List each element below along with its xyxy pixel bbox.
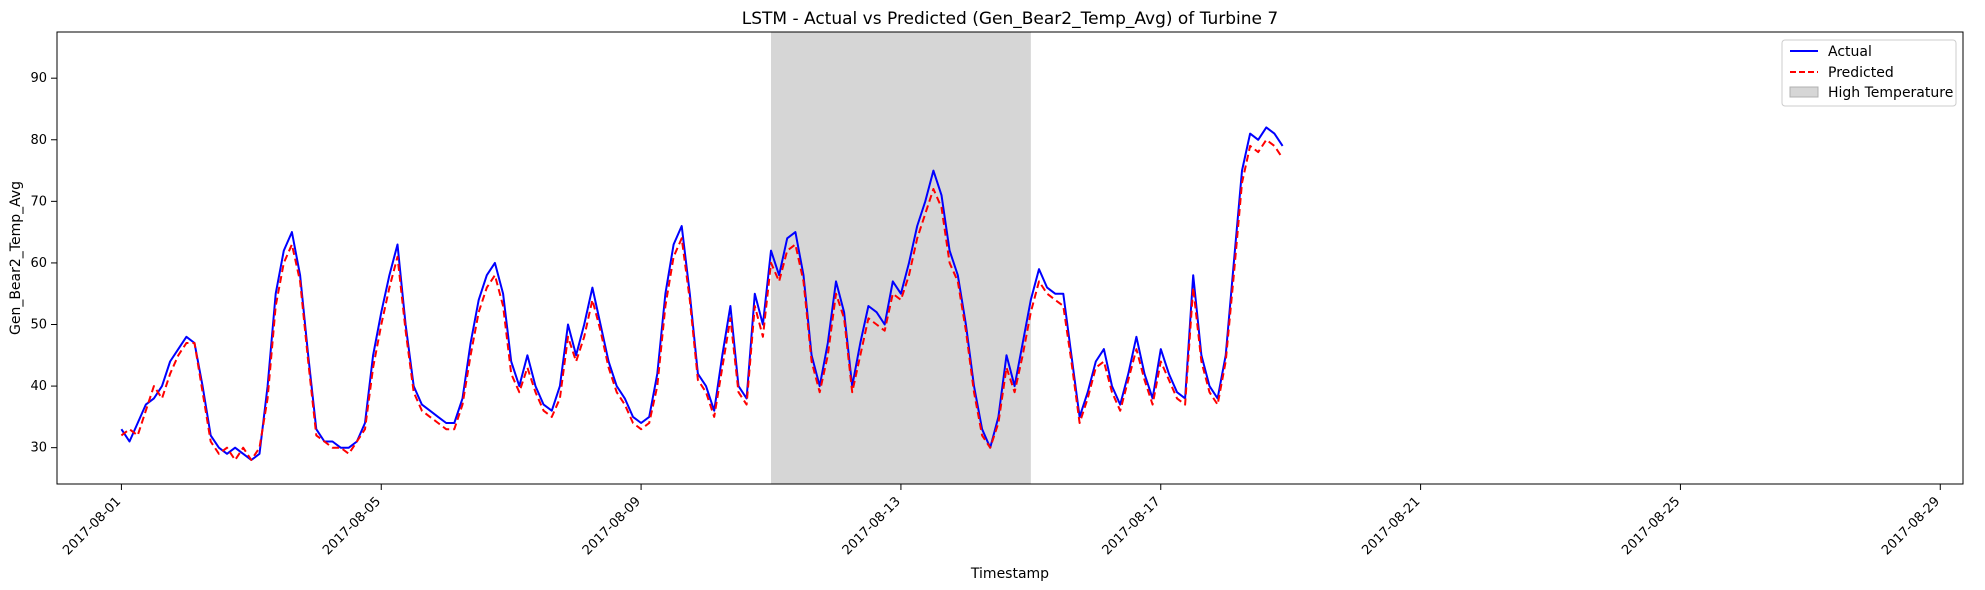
legend-swatch-band xyxy=(1789,86,1819,98)
chart-title: LSTM - Actual vs Predicted (Gen_Bear2_Te… xyxy=(742,9,1278,29)
y-tick-label: 70 xyxy=(30,194,47,209)
y-tick-label: 50 xyxy=(30,318,47,333)
x-tick-label: 2017-08-13 xyxy=(840,494,904,558)
x-tick-label: 2017-08-01 xyxy=(60,494,124,558)
y-axis-title: Gen_Bear2_Temp_Avg xyxy=(8,181,24,335)
legend-frame xyxy=(1781,39,1957,107)
x-tick-label: 2017-08-21 xyxy=(1359,494,1423,558)
legend-label-predicted: Predicted xyxy=(1828,65,1894,81)
y-tick-label: 40 xyxy=(30,379,47,394)
legend-label-actual: Actual xyxy=(1828,44,1872,60)
x-tick-label: 2017-08-29 xyxy=(1879,494,1943,558)
x-axis: 2017-08-01 2017-08-05 2017-08-09 2017-08-13… xyxy=(60,484,1943,558)
series-layer xyxy=(120,126,1284,461)
x-tick-label: 2017-08-05 xyxy=(320,494,384,558)
y-axis: 30 40 50 60 70 80 90 xyxy=(30,71,57,456)
x-tick-label: 2017-08-09 xyxy=(580,494,644,558)
plot-frame xyxy=(56,31,1964,485)
y-tick-label: 80 xyxy=(30,133,47,148)
series-line-actual xyxy=(120,126,1284,461)
y-tick-label: 60 xyxy=(30,256,47,271)
legend: Actual Predicted High Temperature xyxy=(1781,39,1957,107)
series-line-predicted xyxy=(120,138,1284,461)
plot-area xyxy=(56,31,1964,485)
y-tick-label: 30 xyxy=(30,441,47,456)
x-tick-label: 2017-08-17 xyxy=(1100,494,1164,558)
x-tick-label: 2017-08-25 xyxy=(1619,494,1683,558)
y-tick-label: 90 xyxy=(30,71,47,86)
x-axis-title: Timestamp xyxy=(970,566,1049,582)
legend-label-band: High Temperature xyxy=(1828,85,1953,101)
high-temperature-band xyxy=(771,32,1031,484)
